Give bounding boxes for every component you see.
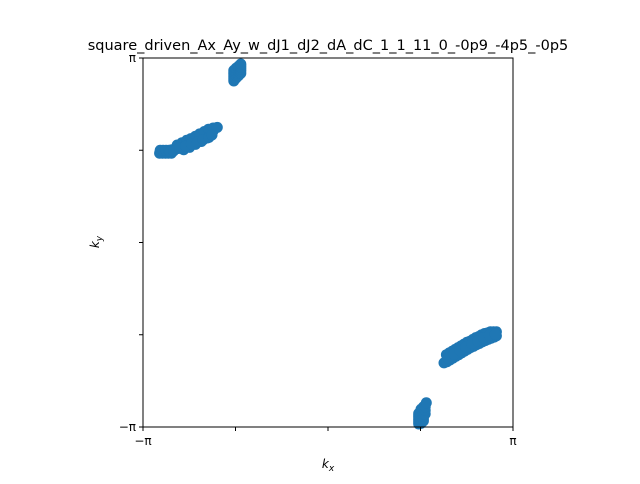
y-tick-label: −π — [119, 420, 136, 434]
x-tick-label: −π — [134, 434, 151, 448]
y-axis-label-base: k — [88, 240, 102, 248]
y-axis-label: ky — [88, 235, 105, 248]
points-layer — [154, 58, 502, 430]
y-axis-label-subscript: y — [95, 235, 105, 242]
x-tick-label: π — [509, 434, 516, 448]
data-point — [206, 129, 218, 141]
x-axis-label: kx — [322, 457, 335, 474]
data-point — [489, 328, 501, 340]
x-axis-label-subscript: x — [328, 464, 335, 474]
y-tick-label: π — [129, 51, 136, 65]
axes-layer: −π π −π π — [119, 51, 517, 448]
x-axis-label-base: k — [322, 457, 330, 471]
data-point — [235, 58, 247, 70]
chart-title: square_driven_Ax_Ay_w_dJ1_dJ2_dA_dC_1_1_… — [88, 38, 569, 54]
data-point — [420, 397, 432, 409]
